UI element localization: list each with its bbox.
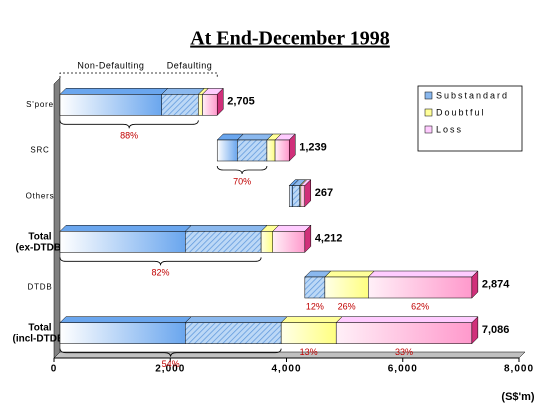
bar [185, 322, 282, 344]
bar-top [280, 316, 343, 323]
bar-side [471, 270, 479, 299]
legend-label: Substandard [436, 90, 509, 100]
bar [59, 94, 162, 116]
bar [324, 276, 369, 299]
bar [368, 276, 473, 299]
header-bracket [59, 72, 218, 78]
bar [260, 231, 273, 253]
bracket [59, 257, 262, 266]
header-label: Non-Defaulting [77, 60, 144, 70]
bar [185, 231, 262, 253]
total-label: 2,705 [227, 96, 255, 108]
bar-side [216, 87, 224, 116]
bar-top [59, 225, 192, 232]
y-tick-label: DTDB [28, 283, 53, 292]
bar [59, 322, 186, 344]
bar [300, 185, 306, 207]
bar-top [184, 316, 288, 323]
bracket-label: 82% [152, 268, 170, 278]
bar-side [304, 179, 312, 208]
bar [202, 94, 218, 116]
bar-top [367, 270, 479, 278]
legend-swatch [424, 125, 433, 134]
x-tick-label: 6,000 [388, 364, 418, 375]
bar [280, 322, 337, 344]
x-tick-label: 8,000 [504, 364, 534, 375]
legend-box [417, 85, 523, 152]
bar-top [324, 270, 375, 278]
bar-top [59, 88, 169, 95]
chart-title: At End-December 1998 [190, 28, 390, 50]
x-axis-label: (S$'m) [501, 391, 535, 403]
bracket-label: 70% [233, 176, 251, 186]
bar-side [304, 224, 312, 253]
y-tick-label: S'pore [26, 100, 54, 109]
bracket [216, 165, 268, 175]
bar [198, 94, 203, 116]
bar-side [471, 316, 479, 345]
bar [288, 185, 293, 207]
bar [237, 139, 268, 162]
x-tick-label: 4,000 [271, 364, 301, 375]
legend-swatch [424, 91, 433, 100]
bar [216, 139, 238, 162]
total-label: 7,086 [482, 324, 510, 336]
share-label: 33% [395, 347, 413, 357]
y-tick-label: SRC [30, 146, 49, 155]
bar-top [335, 316, 479, 323]
total-label: 1,239 [299, 141, 327, 153]
share-label: 13% [300, 347, 318, 357]
bar [266, 139, 276, 162]
bar-top [272, 225, 312, 232]
legend-label: Doubtful [436, 107, 486, 117]
bracket-label: 54% [162, 359, 180, 369]
y-tick-label: Others [26, 191, 55, 200]
legend-swatch [424, 108, 433, 117]
bar-top [184, 225, 268, 232]
bar [59, 231, 186, 253]
left-wall [53, 77, 61, 359]
total-label: 2,874 [482, 278, 510, 290]
total-label: 4,212 [315, 233, 343, 245]
bar [161, 94, 199, 116]
bracket-label: 88% [120, 131, 138, 141]
bar [304, 276, 326, 299]
bar-top [59, 316, 192, 323]
bar [274, 139, 290, 162]
total-label: 267 [315, 187, 333, 199]
x-tick-label: 2,000 [155, 364, 185, 375]
share-label: 62% [411, 301, 429, 311]
bracket [59, 120, 199, 129]
y-tick-label: Total (ex-DTDB) [16, 231, 65, 253]
bar [335, 322, 473, 344]
bar-side [288, 133, 296, 162]
header-label: Defaulting [167, 60, 213, 70]
y-tick-label: Total (incl-DTDB) [13, 322, 68, 344]
legend-label: Loss [436, 124, 463, 134]
share-label: 12% [306, 301, 324, 311]
share-label: 26% [338, 301, 356, 311]
bar [292, 185, 300, 207]
x-tick-label: 0 [51, 364, 58, 375]
bar-top [161, 88, 205, 95]
bar [272, 231, 306, 253]
